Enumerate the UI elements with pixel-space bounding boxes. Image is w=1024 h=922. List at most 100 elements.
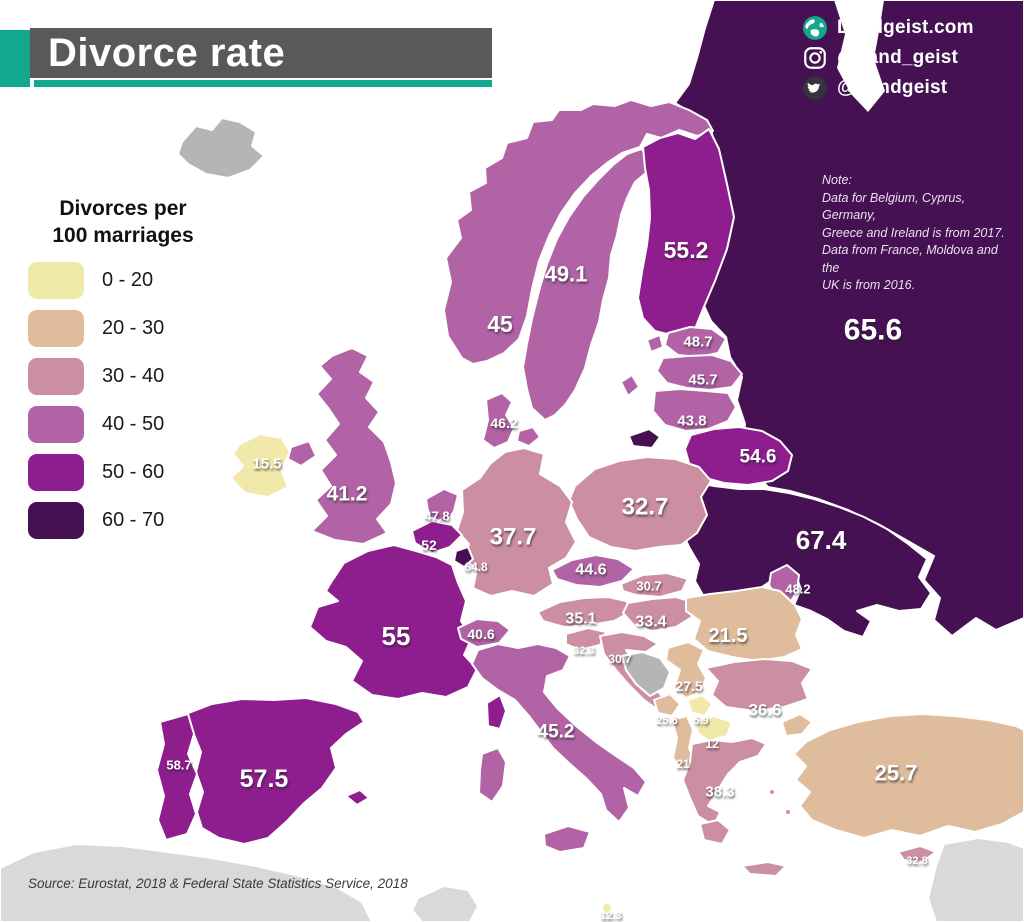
page-title: Divorce rate (48, 30, 286, 75)
value-label-italy: 45.2 (538, 722, 575, 743)
twitter-handle-text: @Landgeist (837, 77, 948, 98)
country-slovakia (620, 572, 689, 598)
legend-bin-label: 40 - 50 (102, 412, 165, 435)
country-kosovo (687, 694, 713, 717)
value-label-ukraine: 67.4 (796, 525, 847, 555)
value-label-moldova: 48.2 (785, 582, 810, 597)
title-bar: Divorce rate (30, 28, 492, 78)
value-label-kosovo: 5.9 (693, 715, 708, 727)
country-czechia (551, 554, 635, 588)
country-greece-peloponnese (699, 819, 731, 845)
note-line: Data for Belgium, Cyprus, Germany, (822, 190, 966, 223)
country-spain (185, 697, 365, 845)
value-label-hungary: 33.4 (635, 614, 666, 631)
country-turkey (793, 713, 1024, 839)
country-switzerland (457, 618, 511, 648)
country-norway (443, 99, 714, 365)
context-land-middle-east (927, 837, 1024, 922)
country-denmark-islands (516, 426, 541, 447)
value-label-slovenia: 32.3 (573, 645, 594, 657)
value-label-greece: 38.3 (705, 784, 734, 801)
value-label-latvia: 45.7 (688, 372, 717, 389)
branding-block: Landgeist.com @Land_geist @Landgeist (802, 14, 974, 104)
country-lithuania (652, 388, 737, 432)
value-label-luxembourg: 64.8 (464, 560, 488, 574)
legend-bin-label: 20 - 30 (102, 316, 165, 339)
country-finland (637, 128, 735, 337)
country-uk (311, 347, 397, 545)
country-iceland (177, 117, 265, 179)
note-line: Note: (822, 173, 852, 187)
country-bulgaria (705, 658, 813, 712)
country-romania (685, 586, 803, 662)
legend-swatch (28, 309, 84, 347)
value-label-north-macedonia: 12 (705, 737, 719, 751)
value-label-czechia: 44.6 (575, 562, 606, 579)
legend-swatch (28, 261, 84, 299)
globe-icon (802, 15, 828, 41)
legend-row: 0 - 20 (28, 261, 218, 299)
country-netherlands (425, 488, 459, 524)
country-malta (601, 902, 613, 914)
legend-swatch (28, 357, 84, 395)
legend-row: 40 - 50 (28, 405, 218, 443)
value-label-estonia: 48.7 (683, 334, 712, 351)
value-label-austria: 35.1 (565, 611, 596, 628)
legend-bin-label: 60 - 70 (102, 508, 165, 531)
country-greece (682, 737, 767, 827)
country-italy-sicily (543, 825, 591, 853)
country-serbia (665, 641, 707, 699)
country-denmark (482, 392, 515, 449)
country-estonia-islands (646, 334, 664, 353)
value-label-uk: 41.2 (327, 483, 368, 506)
source-text: Source: Eurostat, 2018 & Federal State S… (28, 876, 408, 891)
value-label-norway: 45 (487, 311, 513, 337)
country-russia-kaliningrad (628, 428, 661, 449)
country-slovenia (565, 627, 607, 651)
value-label-switzerland: 40.6 (467, 626, 494, 642)
value-label-france: 55 (382, 621, 411, 651)
country-cyprus (897, 845, 937, 863)
country-poland (568, 456, 712, 552)
legend-swatch (28, 501, 84, 539)
country-greece-island (768, 788, 776, 796)
value-label-albania: 21 (676, 757, 690, 771)
value-label-denmark: 46.2 (490, 415, 517, 431)
country-uk-northern-ireland (287, 440, 317, 467)
country-belgium (411, 520, 463, 554)
note-line: Data from France, Moldova and the (822, 243, 998, 275)
country-luxembourg (453, 546, 474, 568)
country-hungary (622, 596, 697, 632)
title-accent-square (0, 30, 30, 87)
instagram-row: @Land_geist (802, 44, 974, 72)
value-label-montenegro: 25.6 (656, 715, 677, 727)
context-land-north-africa (0, 843, 373, 922)
note-line: Greece and Ireland is from 2017. (822, 225, 1005, 240)
value-label-romania: 21.5 (709, 625, 748, 647)
value-label-portugal: 58.7 (166, 758, 191, 773)
country-spain-balearics (345, 789, 370, 806)
country-bosnia (621, 651, 671, 697)
twitter-row: @Landgeist (802, 74, 974, 102)
country-ireland (230, 433, 291, 498)
legend-row: 20 - 30 (28, 309, 218, 347)
country-france-corsica (486, 694, 507, 730)
country-italy (471, 643, 647, 823)
value-label-poland: 32.7 (622, 494, 669, 521)
legend-title-line: 100 marriages (52, 223, 194, 247)
legend-bins: 0 - 20 20 - 30 30 - 40 40 - 50 50 - 60 60 - 7… (28, 261, 218, 539)
instagram-icon (802, 45, 828, 71)
value-label-russia: 65.6 (844, 314, 902, 347)
instagram-handle-text: @Land_geist (837, 47, 959, 68)
legend-row: 60 - 70 (28, 501, 218, 539)
value-label-belarus: 54.6 (740, 447, 777, 468)
country-portugal (156, 713, 198, 841)
legend-swatch (28, 453, 84, 491)
legend-title: Divorces per 100 marriages (28, 196, 218, 250)
value-label-belgium: 52 (421, 537, 437, 553)
country-france (309, 544, 478, 700)
title-underline (34, 80, 492, 87)
legend: Divorces per 100 marriages 0 - 20 20 - 30… (28, 196, 218, 550)
value-label-finland: 55.2 (664, 237, 709, 263)
